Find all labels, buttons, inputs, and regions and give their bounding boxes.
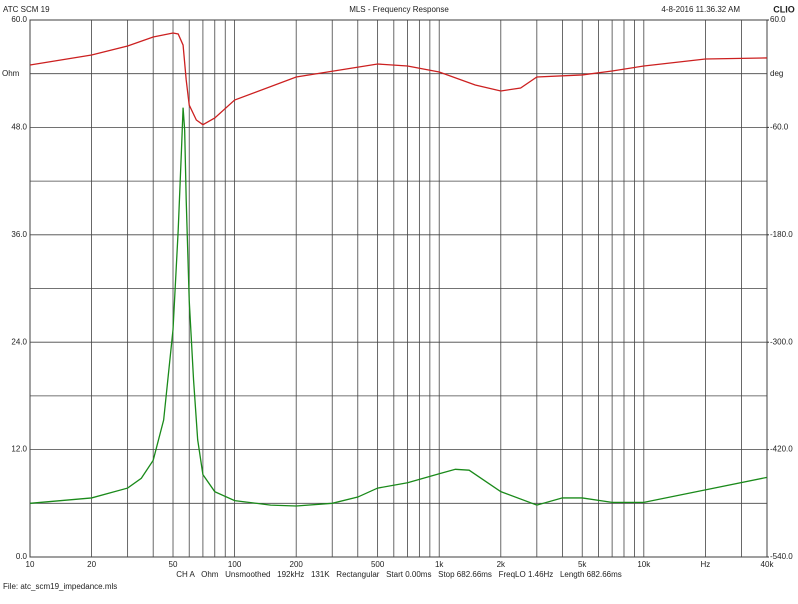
chart-title: MLS - Frequency Response [349, 5, 449, 14]
data-line [29, 32, 768, 126]
y2-tick-label: -60.0 [770, 123, 789, 132]
footer: CH A Ohm Unsmoothed 192kHz 131K Rectangu… [176, 570, 622, 579]
y2-tick-label: -180.0 [770, 230, 793, 239]
x-tick-label: 20 [87, 560, 96, 569]
x-tick-label: 1k [435, 560, 444, 569]
y2-tick-label: 60.0 [770, 15, 786, 24]
x-tick-label: 100 [228, 560, 242, 569]
y-tick-label: 36.0 [11, 230, 27, 239]
y-tick-label: 0.0 [16, 552, 28, 561]
y2-tick-label: -300.0 [770, 337, 793, 346]
x-tick-label: 5k [578, 560, 587, 569]
logo: CLIO [773, 4, 795, 14]
y2-tick-label: -540.0 [770, 552, 793, 561]
y-tick-label: 60.0 [11, 15, 27, 24]
y2-tick-label: -420.0 [770, 445, 793, 454]
x-tick-label: Hz [701, 560, 711, 569]
x-tick-label: 500 [371, 560, 385, 569]
x-tick-label: 10 [26, 560, 35, 569]
x-tick-label: 2k [497, 560, 506, 569]
y-tick-label: 12.0 [11, 445, 27, 454]
y-axis-label: Ohm [2, 69, 20, 78]
header-right: 4-8-2016 11.36.32 AM [661, 5, 740, 14]
x-tick-label: 200 [290, 560, 304, 569]
y2-axis-label: deg [770, 69, 783, 78]
data-line [29, 107, 768, 507]
x-tick-label: 50 [169, 560, 178, 569]
header-left: ATC SCM 19 [3, 5, 50, 14]
x-tick-label: 40k [761, 560, 775, 569]
x-tick-label: 10k [637, 560, 651, 569]
file-name: File: atc_scm19_impedance.mls [3, 582, 117, 591]
y-tick-label: 24.0 [11, 337, 27, 346]
y-tick-label: 48.0 [11, 123, 27, 132]
